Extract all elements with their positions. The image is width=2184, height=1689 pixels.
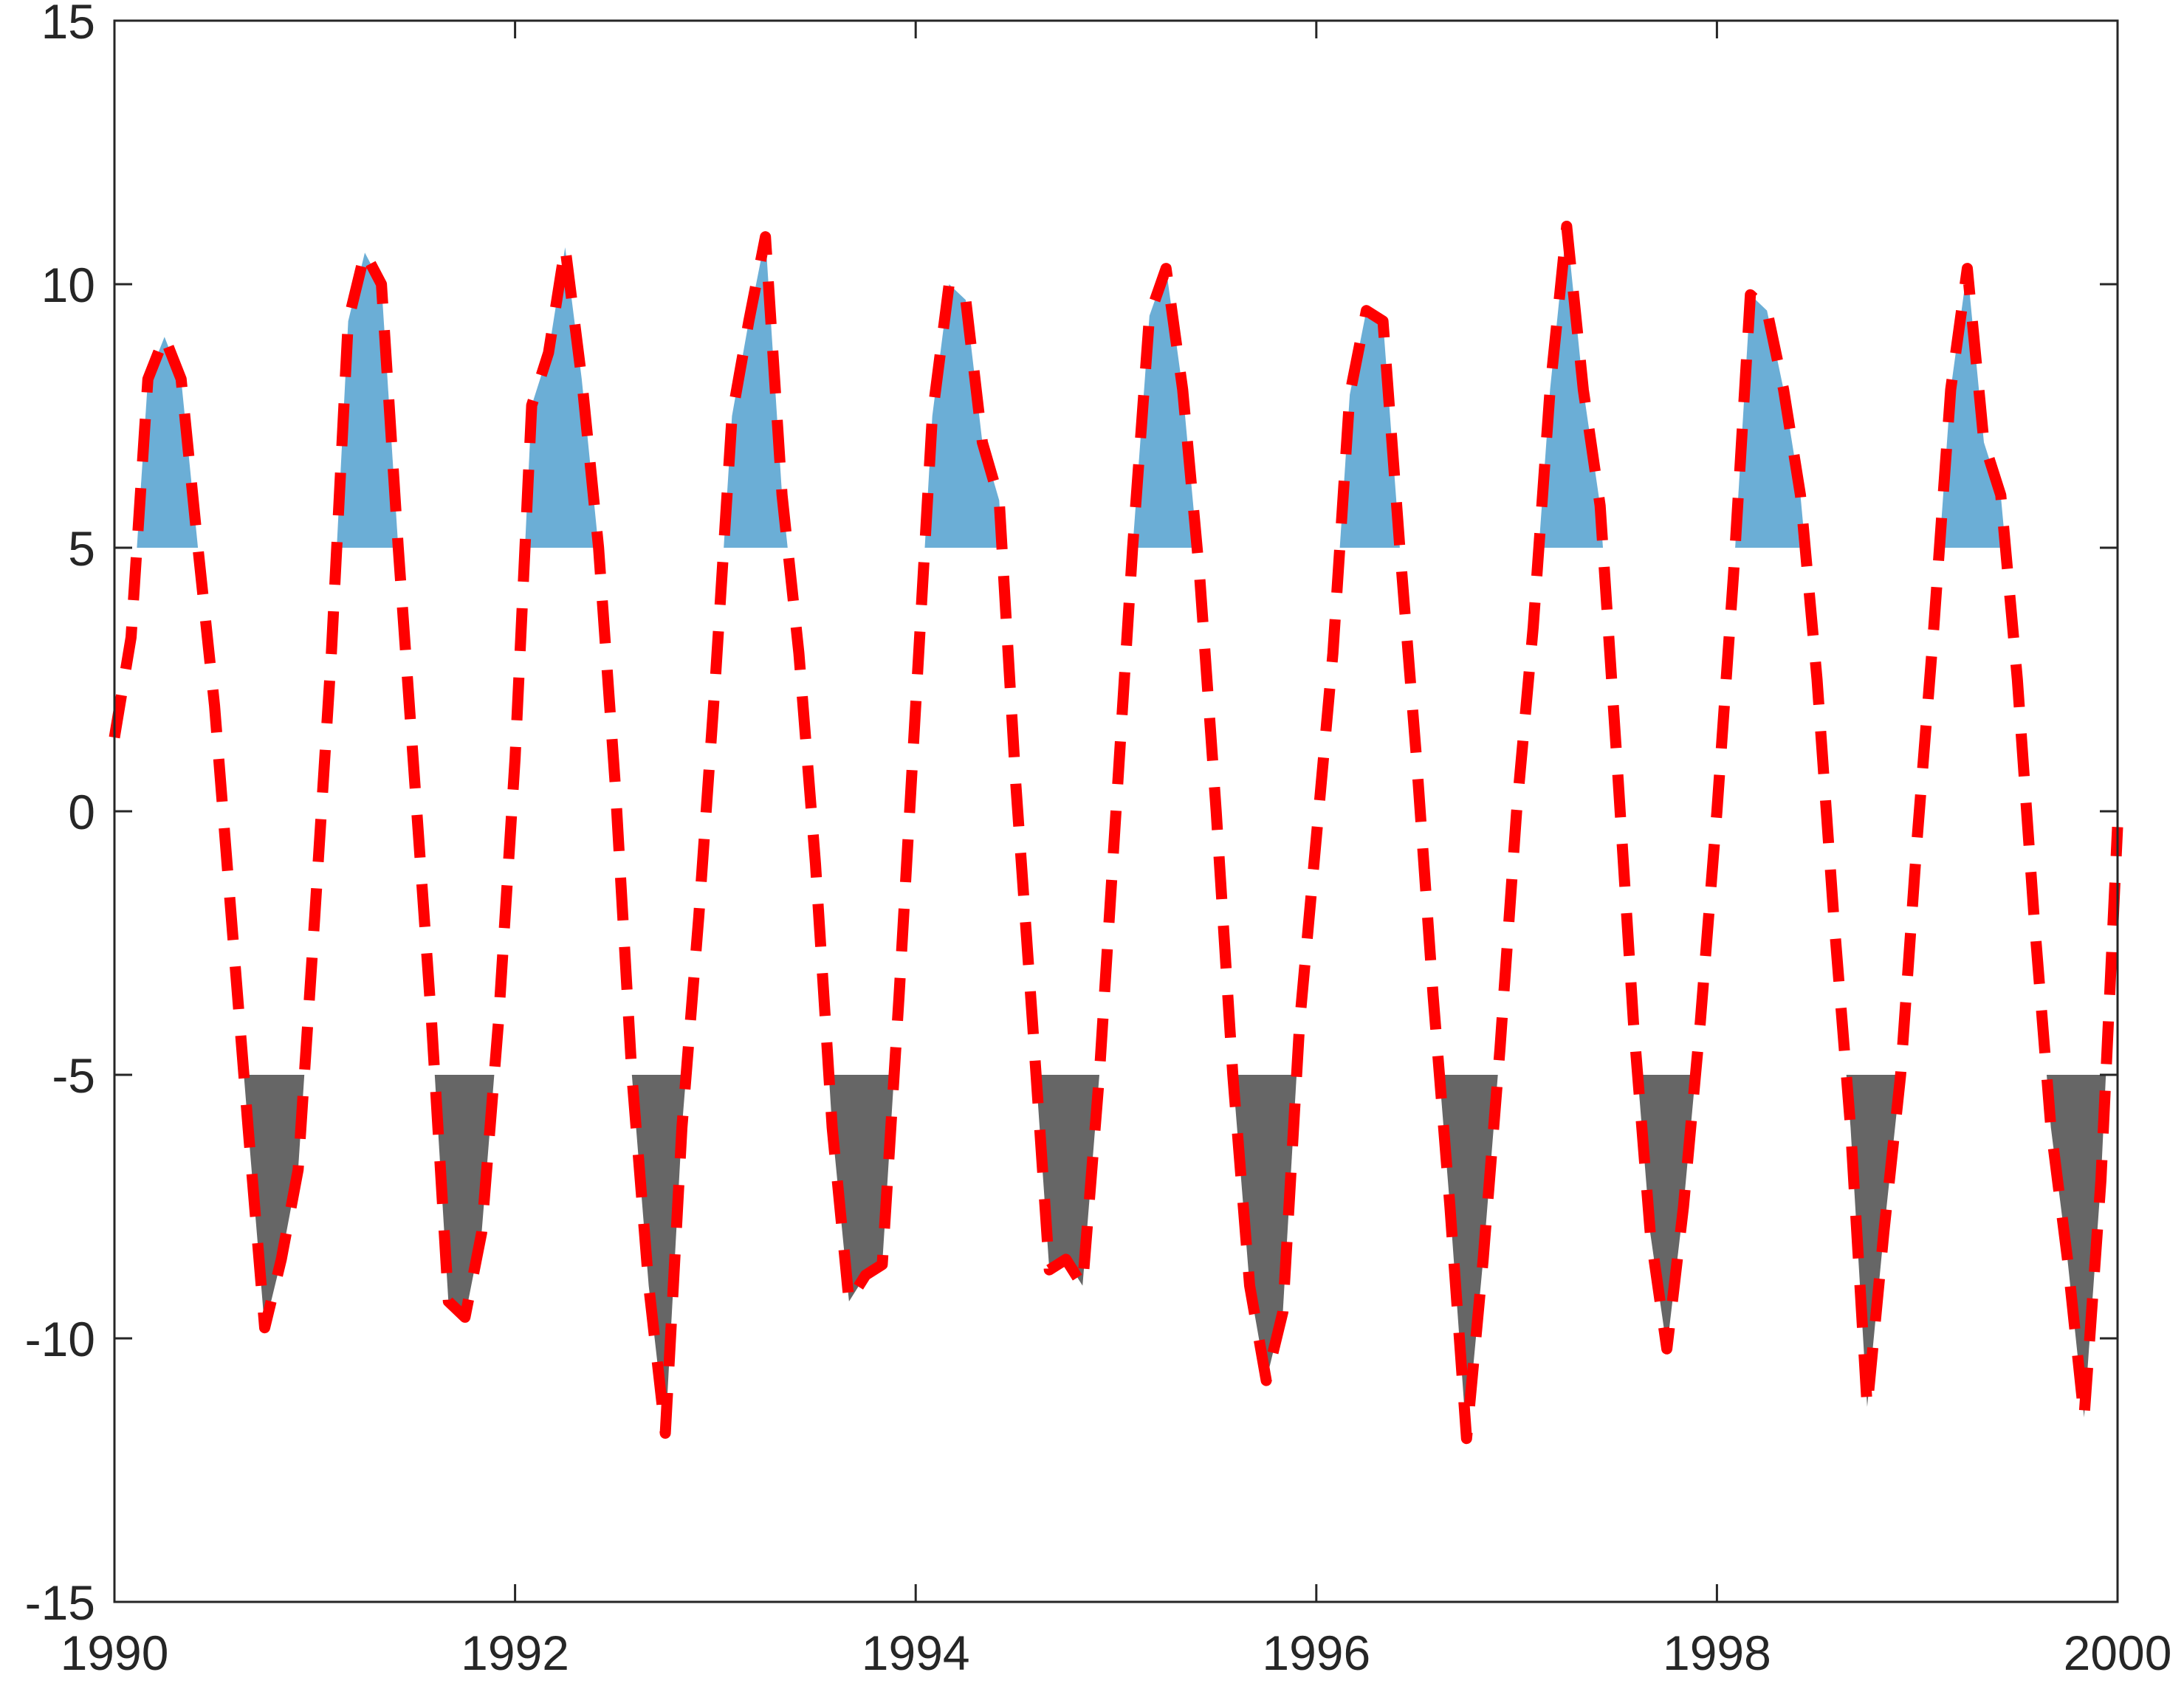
threshold-fill-areas	[137, 226, 2106, 1439]
lower-fill-area	[1439, 1075, 1498, 1439]
upper-fill-area	[924, 284, 1003, 548]
upper-fill-area	[1939, 268, 2006, 548]
series-line	[109, 221, 2123, 1445]
lower-fill-area	[244, 1075, 305, 1328]
x-tick-label: 1998	[1663, 1626, 1771, 1680]
axes: 1990 1992 1994 1996 1998 2000 -15 -10 -5 0 5 10 15	[25, 0, 2172, 1680]
x-tick-label: 1994	[862, 1626, 970, 1680]
y-tick-label: 15	[41, 0, 95, 49]
y-tick-label: 10	[41, 258, 95, 312]
upper-fill-area	[1539, 226, 1603, 548]
x-tick-label: 2000	[2064, 1626, 2172, 1680]
upper-fill-area	[525, 247, 599, 548]
y-tick-label: -5	[52, 1048, 95, 1103]
y-tick-label: 5	[68, 521, 95, 576]
lower-fill-area	[2047, 1075, 2106, 1418]
lower-fill-area	[631, 1075, 687, 1434]
y-tick-label: -15	[25, 1575, 95, 1630]
y-tick-label: -10	[25, 1312, 95, 1366]
y-tick-label: 0	[68, 785, 95, 839]
upper-fill-area	[1735, 295, 1805, 548]
upper-fill-area	[337, 252, 399, 548]
lower-fill-area	[1638, 1075, 1696, 1349]
lower-fill-area	[1232, 1075, 1297, 1381]
x-tick-label: 1990	[61, 1626, 169, 1680]
series-layer	[109, 221, 2123, 1445]
x-tick-label: 1996	[1262, 1626, 1370, 1680]
lower-fill-area	[828, 1075, 894, 1301]
upper-fill-area	[724, 236, 788, 548]
x-tick-label: 1992	[461, 1626, 569, 1680]
